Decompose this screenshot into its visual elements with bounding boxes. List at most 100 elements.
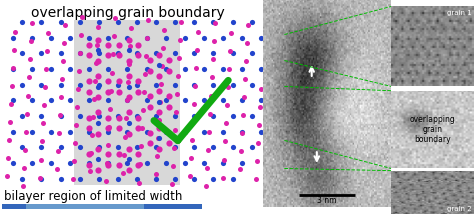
Point	[58, 77, 66, 81]
Text: grain 1: grain 1	[447, 11, 472, 16]
Point	[165, 142, 173, 145]
Point	[202, 184, 210, 187]
Point	[87, 169, 94, 173]
Point	[181, 36, 189, 40]
Point	[60, 59, 67, 63]
Point	[57, 52, 64, 55]
Point	[47, 99, 55, 102]
Point	[115, 43, 123, 47]
Point	[94, 49, 102, 52]
Point	[115, 80, 123, 83]
Point	[124, 130, 131, 133]
Point	[85, 54, 92, 57]
Point	[248, 52, 255, 55]
Point	[3, 174, 11, 178]
Point	[78, 33, 85, 37]
Point	[111, 17, 119, 20]
Point	[165, 131, 173, 135]
Point	[205, 130, 212, 133]
Point	[176, 56, 183, 59]
Point	[18, 83, 26, 87]
Point	[124, 36, 131, 40]
Point	[115, 54, 123, 57]
Point	[135, 116, 142, 119]
Point	[143, 161, 150, 165]
Point	[104, 36, 112, 40]
Point	[146, 105, 154, 109]
Point	[207, 94, 214, 97]
Point	[114, 177, 122, 180]
Point	[79, 15, 86, 18]
Point	[155, 111, 163, 114]
Point	[104, 161, 111, 165]
Point	[125, 74, 133, 78]
Point	[39, 122, 47, 125]
Point	[88, 151, 95, 155]
Point	[159, 64, 166, 68]
Point	[125, 168, 133, 172]
Point	[162, 130, 169, 133]
Point	[155, 136, 163, 140]
Point	[66, 36, 74, 40]
Point	[152, 52, 160, 55]
Point	[241, 77, 248, 81]
Point	[89, 133, 96, 137]
Point	[210, 83, 217, 87]
Point	[104, 163, 112, 167]
Point	[219, 176, 227, 179]
Point	[114, 83, 122, 87]
Point	[240, 95, 247, 99]
Point	[146, 69, 154, 72]
Point	[28, 36, 36, 40]
Point	[172, 114, 179, 118]
Point	[172, 128, 179, 132]
Point	[155, 137, 162, 140]
Point	[76, 51, 84, 55]
Point	[22, 130, 30, 133]
Point	[95, 146, 102, 149]
Point	[210, 21, 217, 24]
Point	[42, 86, 49, 89]
Point	[191, 84, 198, 87]
Point	[124, 99, 131, 102]
Point	[210, 146, 217, 149]
Point	[94, 168, 102, 172]
Point	[139, 127, 146, 130]
Point	[133, 83, 141, 87]
Point	[76, 146, 83, 149]
Point	[28, 161, 36, 165]
Point	[181, 99, 189, 102]
Point	[128, 27, 135, 30]
Point	[133, 146, 141, 149]
Point	[18, 177, 26, 180]
Point	[152, 177, 160, 180]
Point	[114, 21, 122, 24]
Point	[91, 97, 98, 100]
Point	[104, 67, 112, 71]
Point	[125, 95, 133, 99]
Point	[85, 116, 92, 119]
Point	[25, 94, 32, 97]
Point	[210, 40, 218, 43]
Point	[210, 52, 217, 55]
Point	[104, 152, 112, 156]
Point	[143, 36, 150, 40]
Point	[76, 52, 83, 55]
Point	[194, 30, 201, 33]
Point	[125, 158, 133, 161]
Point	[253, 159, 260, 163]
Point	[54, 168, 61, 171]
Point	[210, 177, 217, 180]
Point	[165, 58, 173, 62]
Point	[152, 21, 160, 24]
Point	[28, 67, 36, 71]
Point	[171, 146, 178, 150]
Point	[20, 166, 28, 170]
Point	[172, 177, 179, 180]
Point	[119, 171, 127, 174]
Point	[56, 113, 64, 117]
Point	[161, 28, 168, 32]
Point	[144, 36, 151, 40]
Point	[27, 58, 34, 61]
Point	[9, 84, 16, 87]
